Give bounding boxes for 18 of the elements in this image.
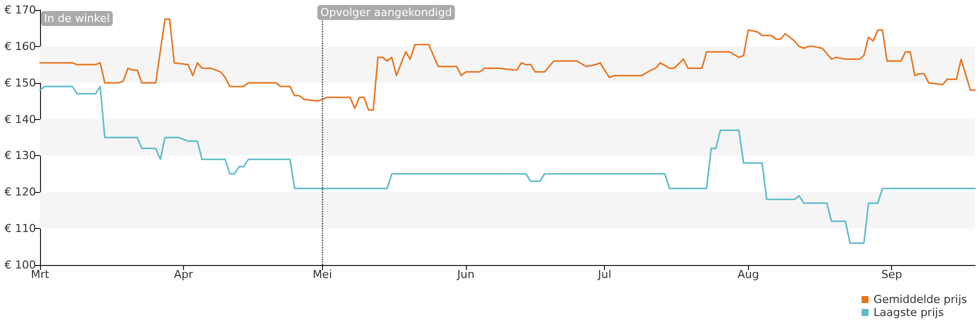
y-tick-label: € 110 (4, 222, 36, 236)
y-tick-label: € 150 (4, 76, 36, 90)
y-tick-label: € 130 (4, 149, 36, 162)
y-tick-label: € 170 (4, 4, 36, 16)
x-tick-label: Mei (312, 268, 332, 281)
x-tick-label: Apr (174, 268, 194, 281)
y-tick-label: € 160 (4, 40, 36, 53)
line-series (39, 86, 976, 244)
x-tick-label: Jun (456, 268, 474, 281)
y-tick-label: € 140 (4, 112, 36, 126)
x-tick-label: Aug (737, 268, 759, 281)
ref-line-label: Opvolger aangekondigd (320, 6, 452, 19)
legend-label: Laagste prijs (874, 306, 944, 319)
x-tick-label: Sep (881, 268, 902, 281)
x-tick-label: Jul (597, 268, 612, 281)
legend-label: Gemiddelde prijs (874, 293, 968, 306)
annotation: In de winkel (44, 12, 110, 25)
y-tick-label: € 120 (4, 186, 36, 199)
